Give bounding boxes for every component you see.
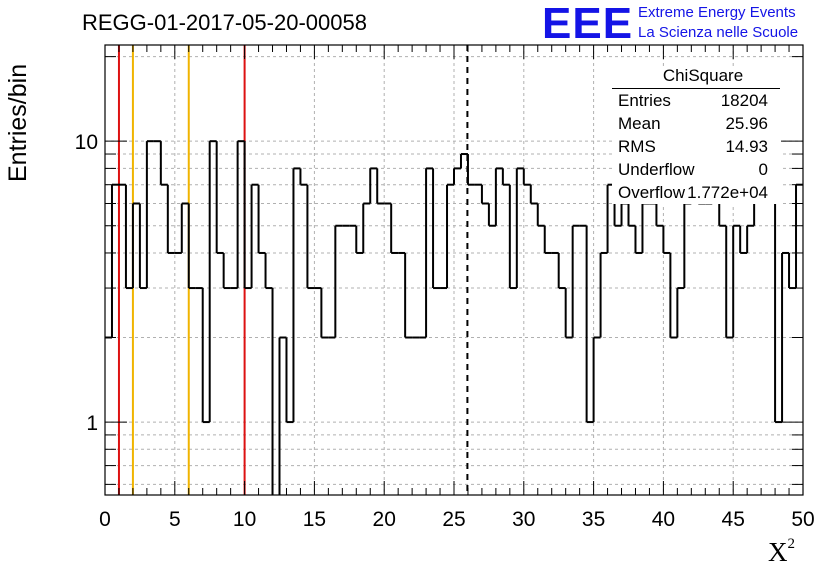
stats-value: 0	[758, 160, 768, 179]
y-tick-label: 10	[75, 131, 98, 154]
stats-box: ChiSquare Entries 18204 Mean 25.96 RMS 1…	[612, 66, 780, 204]
axis-ticks	[104, 45, 804, 495]
stats-title: ChiSquare	[662, 66, 744, 85]
stats-row-mean: Mean 25.96	[612, 112, 780, 135]
y-tick-label: 1	[86, 412, 98, 435]
stats-value: 1.772e+04	[687, 183, 768, 202]
stats-key: Mean	[618, 114, 661, 133]
x-tick-label: 50	[791, 508, 814, 531]
x-tick-label: 20	[373, 508, 396, 531]
stats-row-rms: RMS 14.93	[612, 135, 780, 158]
y-axis-label: Entries/bin	[4, 63, 32, 182]
x-tick-label: 45	[722, 508, 745, 531]
x-tick-label: 15	[303, 508, 326, 531]
stats-key: RMS	[618, 137, 656, 156]
stats-row-underflow: Underflow 0	[612, 158, 780, 181]
logo-line-2: La Scienza nelle Scuole	[638, 24, 799, 41]
eee-logo: EEE	[542, 0, 634, 48]
plot-title: REGG-01-2017-05-20-00058	[82, 10, 367, 35]
stats-row-entries: Entries 18204	[612, 89, 780, 112]
x-tick-label: 35	[582, 508, 605, 531]
stats-separator	[612, 88, 780, 89]
x-tick-label: 0	[99, 508, 111, 531]
stats-value: 25.96	[725, 114, 768, 133]
stats-value: 18204	[720, 91, 768, 110]
logo-line-1: Extreme Energy Events	[638, 4, 796, 21]
stats-value: 14.93	[725, 137, 768, 156]
stats-key: Underflow	[618, 160, 695, 179]
stats-key: Overflow	[618, 183, 686, 202]
stats-row-overflow: Overflow 1.772e+04	[612, 181, 780, 204]
x-tick-label: 5	[169, 508, 181, 531]
tick-labels: 0 5 10 15 20 25 30 35 40 45 50 1 10	[75, 131, 815, 531]
x-axis-label: X2	[768, 536, 795, 567]
x-tick-label: 30	[512, 508, 535, 531]
stats-key: Entries	[618, 91, 671, 110]
x-tick-label: 25	[442, 508, 465, 531]
x-tick-label: 40	[652, 508, 675, 531]
x-tick-label: 10	[233, 508, 256, 531]
